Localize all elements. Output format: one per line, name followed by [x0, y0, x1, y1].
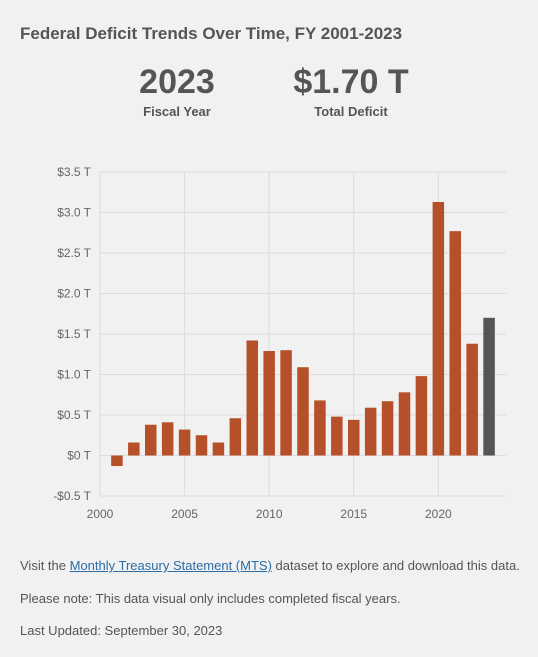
bar-2017[interactable]: [381, 401, 394, 456]
bar-2005[interactable]: [178, 429, 191, 456]
mts-link[interactable]: Monthly Treasury Statement (MTS): [69, 558, 272, 573]
total-deficit-label: Total Deficit: [314, 104, 388, 120]
bar-2013[interactable]: [314, 400, 326, 456]
bar-2023[interactable]: [483, 317, 495, 456]
y-tick-label: $3.0 T: [57, 206, 91, 220]
bar-2016[interactable]: [364, 407, 377, 456]
bar-2010[interactable]: [263, 351, 275, 456]
bar-2003[interactable]: [144, 424, 157, 456]
fiscal-year-label: Fiscal Year: [143, 104, 211, 120]
bar-2012[interactable]: [297, 367, 309, 456]
y-tick-label: $2.5 T: [57, 246, 91, 260]
fiscal-year-value: 2023: [139, 63, 215, 101]
total-deficit-stat: $1.70 T Total Deficit: [276, 63, 426, 120]
bar-2006[interactable]: [195, 435, 208, 456]
bars[interactable]: [111, 201, 495, 467]
y-tick-label: $1.0 T: [57, 368, 91, 382]
y-axis-labels: -$0.5 T $0 T $0.5 T $1.0 T $1.5 T $2.0 T $2.5 …: [53, 165, 91, 503]
bar-2007[interactable]: [212, 442, 225, 456]
bar-2022[interactable]: [466, 343, 478, 456]
bar-2014[interactable]: [331, 416, 343, 456]
chart-title: Federal Deficit Trends Over Time, FY 200…: [20, 24, 403, 43]
bar-2018[interactable]: [398, 392, 411, 456]
mts-note-suffix: dataset to explore and download this dat…: [271, 558, 520, 573]
y-tick-label: $0 T: [67, 449, 91, 463]
x-axis-labels: 2000 2005 2010 2015 2020: [87, 507, 452, 521]
fiscal-years-note: Please note: This data visual only inclu…: [20, 591, 401, 606]
bar-2009[interactable]: [246, 340, 259, 456]
total-deficit-value: $1.70 T: [293, 63, 409, 101]
bar-2021[interactable]: [449, 231, 462, 456]
x-tick-label: 2005: [171, 507, 198, 521]
bar-2001[interactable]: [111, 455, 123, 467]
bar-2020[interactable]: [432, 201, 445, 456]
last-updated: Last Updated: September 30, 2023: [20, 623, 223, 638]
mts-note: Visit the Monthly Treasury Statement (MT…: [20, 558, 520, 573]
y-tick-label: $0.5 T: [57, 408, 91, 422]
mts-note-prefix: Visit the: [20, 558, 70, 573]
deficit-bar-chart[interactable]: -$0.5 T $0 T $0.5 T $1.0 T $1.5 T $2.0 T $2.5 …: [0, 150, 538, 530]
y-tick-label: $1.5 T: [57, 327, 91, 341]
bar-2019[interactable]: [415, 376, 428, 456]
bar-2015[interactable]: [347, 419, 360, 456]
x-tick-label: 2000: [87, 507, 114, 521]
x-tick-label: 2010: [256, 507, 283, 521]
bar-2004[interactable]: [161, 422, 174, 456]
x-tick-label: 2020: [425, 507, 452, 521]
bar-2011[interactable]: [280, 350, 292, 456]
fiscal-year-stat: 2023 Fiscal Year: [120, 63, 234, 120]
x-tick-label: 2015: [340, 507, 367, 521]
y-tick-label: -$0.5 T: [53, 489, 91, 503]
y-tick-label: $2.0 T: [57, 287, 91, 301]
y-tick-label: $3.5 T: [57, 165, 91, 179]
bar-2002[interactable]: [128, 442, 140, 456]
bar-2008[interactable]: [229, 418, 242, 456]
